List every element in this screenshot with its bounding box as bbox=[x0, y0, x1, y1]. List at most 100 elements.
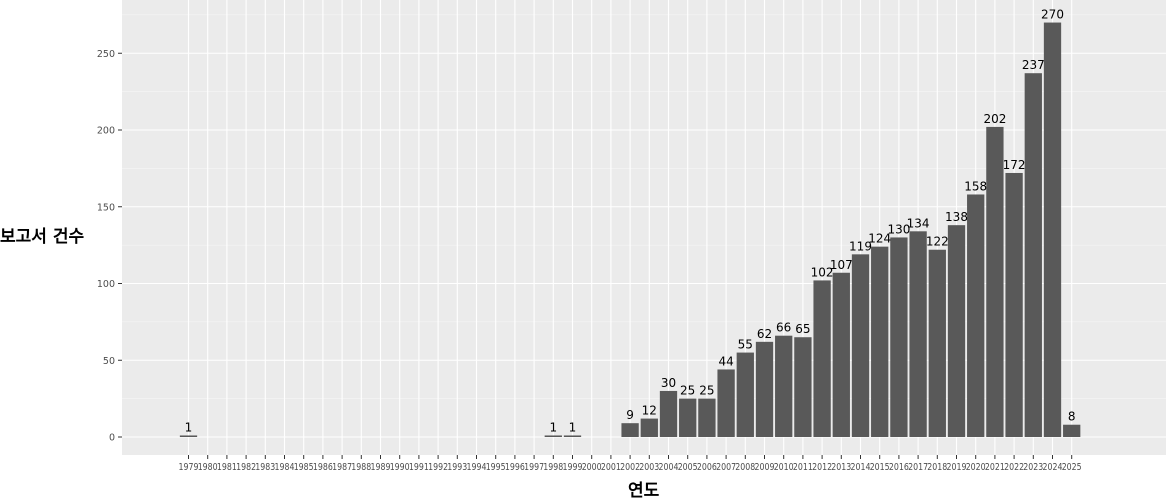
x-tick-label: 1990 bbox=[390, 462, 410, 473]
x-tick-label: 1993 bbox=[447, 462, 467, 473]
data-label: 8 bbox=[1068, 410, 1076, 424]
y-tick-label: 0 bbox=[109, 433, 115, 444]
bar bbox=[986, 126, 1004, 438]
bar bbox=[640, 418, 658, 437]
x-tick-label: 2022 bbox=[1004, 462, 1024, 473]
y-tick-label: 250 bbox=[97, 49, 115, 60]
bar bbox=[947, 225, 966, 437]
x-tick-label: 2018 bbox=[927, 462, 947, 473]
y-axis-ticks: 0 50 100 150 200 250 bbox=[97, 49, 122, 444]
bar bbox=[967, 194, 985, 437]
x-tick-label: 2015 bbox=[870, 462, 890, 473]
x-tick-label: 2004 bbox=[659, 462, 679, 473]
data-label: 9 bbox=[626, 408, 634, 422]
data-label: 202 bbox=[983, 112, 1006, 126]
data-label: 25 bbox=[680, 384, 695, 398]
x-tick-label: 1989 bbox=[371, 462, 391, 473]
x-tick-label: 1997 bbox=[524, 462, 544, 473]
x-tick-label: 2013 bbox=[831, 462, 851, 473]
bar bbox=[1024, 73, 1042, 437]
bar bbox=[544, 435, 562, 437]
y-axis-title: 보고서 건수 bbox=[0, 227, 85, 247]
data-label: 30 bbox=[661, 376, 676, 390]
data-label: 172 bbox=[1003, 158, 1026, 172]
x-tick-label: 2001 bbox=[601, 462, 621, 473]
bar bbox=[890, 237, 908, 437]
y-tick-label: 50 bbox=[103, 356, 115, 367]
x-axis-ticks: 1979 1980 1981 1982 1983 1984 1985 1986 1987 1988… bbox=[179, 455, 1082, 473]
data-label: 1 bbox=[569, 420, 577, 434]
x-tick-label: 2006 bbox=[697, 462, 717, 473]
x-axis-title: 연도 bbox=[628, 481, 660, 501]
x-tick-label: 1999 bbox=[563, 462, 583, 473]
x-tick-label: 1988 bbox=[351, 462, 371, 473]
x-tick-label: 2011 bbox=[793, 462, 813, 473]
x-tick-label: 1979 bbox=[179, 462, 199, 473]
bar bbox=[813, 280, 831, 437]
bar bbox=[928, 249, 946, 437]
data-label: 1 bbox=[549, 420, 557, 434]
x-tick-label: 1991 bbox=[409, 462, 429, 473]
data-label: 130 bbox=[887, 222, 910, 236]
x-tick-label: 1986 bbox=[313, 462, 333, 473]
x-tick-label: 2012 bbox=[812, 462, 832, 473]
bar bbox=[871, 246, 889, 437]
x-tick-label: 1983 bbox=[255, 462, 275, 473]
bar bbox=[775, 335, 793, 437]
x-tick-label: 1995 bbox=[486, 462, 506, 473]
data-label: 270 bbox=[1041, 8, 1064, 22]
data-label: 62 bbox=[757, 327, 772, 341]
bars bbox=[179, 22, 1081, 438]
x-tick-label: 2003 bbox=[639, 462, 659, 473]
bar bbox=[179, 435, 198, 437]
data-label: 44 bbox=[718, 354, 733, 368]
x-tick-label: 2008 bbox=[735, 462, 755, 473]
x-tick-label: 2020 bbox=[966, 462, 986, 473]
data-label: 124 bbox=[868, 232, 891, 246]
data-label: 25 bbox=[699, 384, 714, 398]
data-label: 102 bbox=[811, 265, 834, 279]
data-label: 65 bbox=[795, 322, 810, 336]
y-tick-label: 200 bbox=[97, 126, 115, 137]
data-label: 12 bbox=[642, 404, 657, 418]
y-tick-label: 100 bbox=[97, 279, 115, 290]
x-tick-label: 2007 bbox=[716, 462, 736, 473]
x-tick-label: 1985 bbox=[294, 462, 314, 473]
bar bbox=[832, 272, 850, 437]
x-tick-label: 2000 bbox=[582, 462, 602, 473]
x-tick-label: 1980 bbox=[198, 462, 218, 473]
x-tick-label: 1984 bbox=[275, 462, 295, 473]
data-label: 134 bbox=[907, 216, 930, 230]
bar bbox=[698, 398, 716, 437]
x-tick-label: 2021 bbox=[985, 462, 1005, 473]
bar bbox=[621, 423, 639, 437]
x-tick-label: 1992 bbox=[428, 462, 448, 473]
data-label: 1 bbox=[185, 420, 193, 434]
bar bbox=[659, 390, 678, 437]
x-tick-label: 2009 bbox=[755, 462, 775, 473]
data-label: 237 bbox=[1022, 58, 1045, 72]
x-tick-label: 1996 bbox=[505, 462, 525, 473]
data-label: 55 bbox=[738, 338, 753, 352]
bar bbox=[851, 254, 870, 437]
y-tick-label: 150 bbox=[97, 202, 115, 213]
data-label: 158 bbox=[964, 179, 987, 193]
x-tick-label: 1982 bbox=[236, 462, 256, 473]
bar bbox=[794, 337, 812, 437]
x-tick-label: 2002 bbox=[620, 462, 640, 473]
x-tick-label: 2005 bbox=[678, 462, 698, 473]
x-tick-label: 2017 bbox=[908, 462, 928, 473]
data-label: 66 bbox=[776, 321, 791, 335]
x-tick-label: 1981 bbox=[217, 462, 237, 473]
data-label: 138 bbox=[945, 210, 968, 224]
bar bbox=[717, 369, 735, 437]
bar bbox=[736, 352, 754, 437]
bar bbox=[1005, 172, 1023, 438]
x-tick-label: 2010 bbox=[774, 462, 794, 473]
x-tick-label: 2014 bbox=[851, 462, 871, 473]
bar bbox=[679, 398, 697, 437]
x-tick-label: 2016 bbox=[889, 462, 909, 473]
data-label: 119 bbox=[849, 239, 872, 253]
x-tick-label: 2019 bbox=[947, 462, 967, 473]
